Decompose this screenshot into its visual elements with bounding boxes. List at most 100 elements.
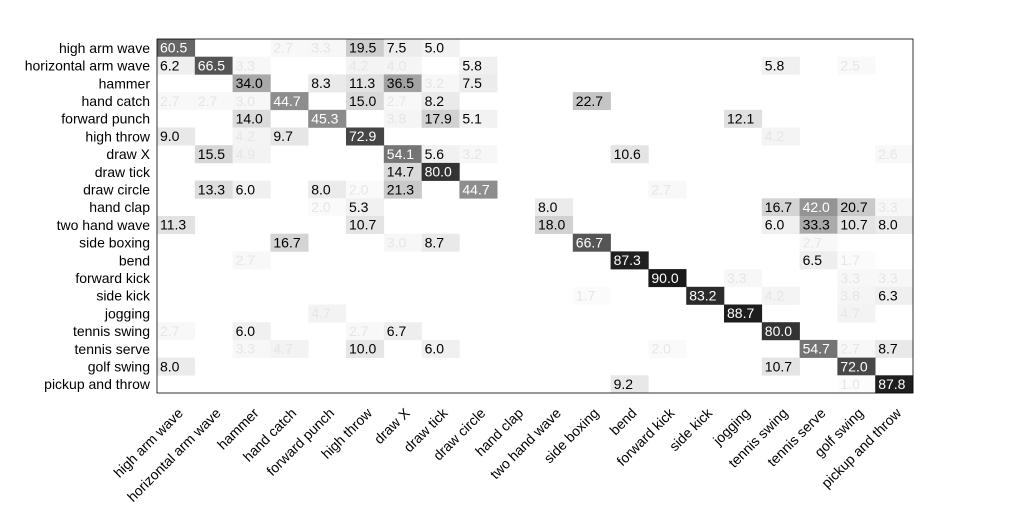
row-label: side boxing [79,235,150,251]
heatmap-cell [875,145,914,164]
heatmap-cell [346,74,385,93]
heatmap-cell [232,127,271,146]
heatmap-cell [346,322,385,341]
heatmap-cell [837,216,876,234]
cell-value-label: 9.2 [614,376,634,392]
cell-value-label: 3.2 [462,146,482,162]
heatmap-cell [383,74,422,93]
heatmap-cell [875,286,914,305]
heatmap-cell [686,286,725,305]
cell-value-label: 2.7 [160,323,180,339]
cell-value-label: 66.5 [198,57,225,73]
cell-value-label: 33.3 [803,217,830,233]
cell-value-label: 72.0 [840,358,867,374]
heatmap-cell [610,375,649,394]
cell-value-label: 4.0 [387,57,407,73]
heatmap-cell [232,339,271,358]
plot-frame [156,38,914,394]
heatmap-cell [572,286,611,305]
cell-value-label: 88.7 [727,305,754,321]
row-label: jogging [104,305,150,321]
heatmap-cell [761,198,800,217]
cell-value-label: 4.7 [311,305,331,321]
heatmap-cell [346,216,385,234]
cell-value-label: 36.5 [387,75,414,91]
cell-value-label: 2.7 [273,40,293,56]
heatmap-cell [875,198,914,217]
heatmap-cell [232,109,271,128]
cell-value-label: 87.3 [614,252,641,268]
cell-value-label: 7.5 [387,40,407,56]
row-label: hand catch [82,93,151,109]
cell-value-label: 6.5 [803,252,823,268]
cell-value-label: 2.0 [311,199,331,215]
heatmap-cell [799,251,838,270]
cell-value-label: 6.0 [765,217,785,233]
cell-value-label: 5.3 [349,199,369,215]
cell-value-label: 8.0 [538,199,558,215]
heatmap-cell [837,269,876,288]
heatmap-cell [837,286,876,305]
heatmap-cell [459,145,498,164]
heatmap-cell [837,198,876,217]
cell-value-label: 5.0 [425,40,445,56]
heatmap-cell [270,39,309,57]
cell-value-label: 3.3 [878,199,898,215]
cell-value-label: 3.8 [387,111,407,127]
cell-value-label: 4.2 [765,128,785,144]
heatmap-cell [157,39,196,57]
heatmap-cell [724,304,763,323]
cell-value-label: 5.6 [425,146,445,162]
cell-value-label: 1.7 [576,288,596,304]
heatmap-cell [421,74,460,93]
heatmap-cell [761,127,800,146]
heatmap-cell [383,92,422,111]
cell-value-label: 8.0 [311,181,331,197]
cell-value-label: 4.2 [349,57,369,73]
row-label: side kick [96,288,151,304]
heatmap-cell [232,322,271,341]
cell-value-label: 3.0 [387,234,407,250]
heatmap-cell [421,339,460,358]
cell-value-label: 10.7 [765,358,792,374]
heatmap-cell [837,251,876,270]
heatmap-cell [837,339,876,358]
cell-value-label: 3.3 [727,270,747,286]
cell-value-label: 16.7 [765,199,792,215]
column-label: side kick [666,404,716,454]
cell-value-label: 42.0 [803,199,830,215]
cell-value-label: 34.0 [236,75,263,91]
cell-value-label: 2.6 [878,146,898,162]
cell-value-label: 54.1 [387,146,414,162]
cell-value-label: 2.7 [198,93,218,109]
heatmap-cell [383,56,422,75]
heatmap-cell [459,180,498,199]
cell-value-label: 6.0 [236,323,256,339]
cell-value-label: 21.3 [387,181,414,197]
heatmap-cell [346,339,385,358]
heatmap-cell [346,39,385,57]
cell-value-label: 19.5 [349,40,376,56]
row-label: draw circle [83,181,150,197]
heatmap-cell [232,92,271,111]
heatmap-cell [232,180,271,199]
heatmap-cell [157,92,196,111]
heatmap-cell [875,375,914,394]
cell-value-label: 1.7 [840,252,860,268]
cell-value-label: 2.7 [387,93,407,109]
heatmap-cell [194,92,233,111]
cell-value-label: 80.0 [765,323,792,339]
cell-value-label: 20.7 [840,199,867,215]
heatmap-cell [232,74,271,93]
column-label: bend [606,405,639,438]
heatmap-cell [421,109,460,128]
cell-value-label: 2.0 [349,181,369,197]
cell-value-label: 6.0 [236,181,256,197]
heatmap-cell [421,92,460,111]
cell-value-label: 3.8 [840,288,860,304]
heatmap-cell [232,145,271,164]
cell-value-label: 6.3 [878,288,898,304]
heatmap-cell [648,339,687,358]
heatmap-cell [724,269,763,288]
